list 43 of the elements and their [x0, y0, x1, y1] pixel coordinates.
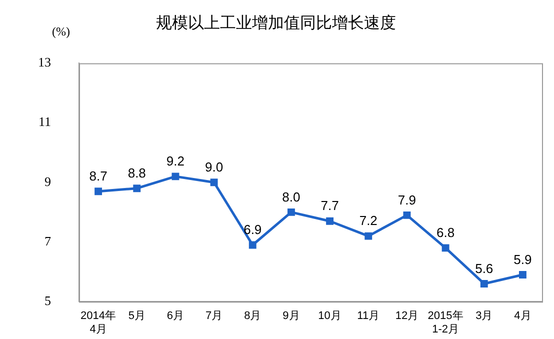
- x-tick-label: 2015年 1-2月: [428, 310, 464, 336]
- data-label: 7.9: [398, 192, 416, 208]
- x-tick-label: 2014年 4月: [80, 310, 116, 336]
- point: [480, 280, 488, 288]
- chart-title: 规模以上工业增加值同比增长速度: [156, 14, 396, 32]
- x-tick-label: 10月: [318, 310, 342, 322]
- x-tick-label: 5月: [128, 310, 146, 322]
- x-tick-label: 3月: [476, 310, 493, 322]
- x-tick-label: 7月: [205, 310, 223, 322]
- point: [442, 244, 450, 252]
- point: [364, 232, 372, 240]
- y-tick-label: 9: [44, 174, 51, 189]
- data-label: 5.6: [475, 260, 494, 276]
- data-label: 9.0: [205, 159, 224, 174]
- point: [518, 271, 526, 279]
- point: [287, 208, 295, 216]
- data-label: 6.8: [436, 225, 455, 240]
- point: [210, 178, 218, 186]
- data-label: 6.9: [244, 222, 262, 238]
- y-axis-title: (%): [52, 24, 70, 38]
- point: [326, 217, 334, 225]
- data-label: 8.7: [89, 168, 108, 184]
- x-tick-label: 12月: [395, 310, 419, 322]
- point: [94, 188, 102, 196]
- data-label: 5.9: [514, 252, 532, 267]
- point: [172, 172, 180, 180]
- data-label: 7.7: [320, 198, 339, 214]
- point: [133, 184, 141, 192]
- data-label: 9.2: [166, 154, 184, 169]
- y-tick-label: 7: [44, 233, 52, 248]
- data-label: 8.8: [128, 165, 146, 180]
- point: [403, 211, 411, 219]
- x-tick-label: 6月: [166, 310, 184, 322]
- point: [248, 241, 256, 249]
- y-tick-label: 13: [38, 54, 51, 70]
- y-tick-label: 11: [38, 114, 51, 130]
- x-tick-label: 8月: [244, 310, 262, 322]
- data-label: 8.0: [282, 189, 300, 204]
- x-tick-label: 4月: [514, 310, 532, 322]
- y-tick-label: 5: [44, 293, 51, 308]
- data-label: 7.2: [359, 213, 378, 228]
- x-tick-label: 9月: [282, 310, 300, 322]
- x-tick-label: 11月: [357, 310, 380, 322]
